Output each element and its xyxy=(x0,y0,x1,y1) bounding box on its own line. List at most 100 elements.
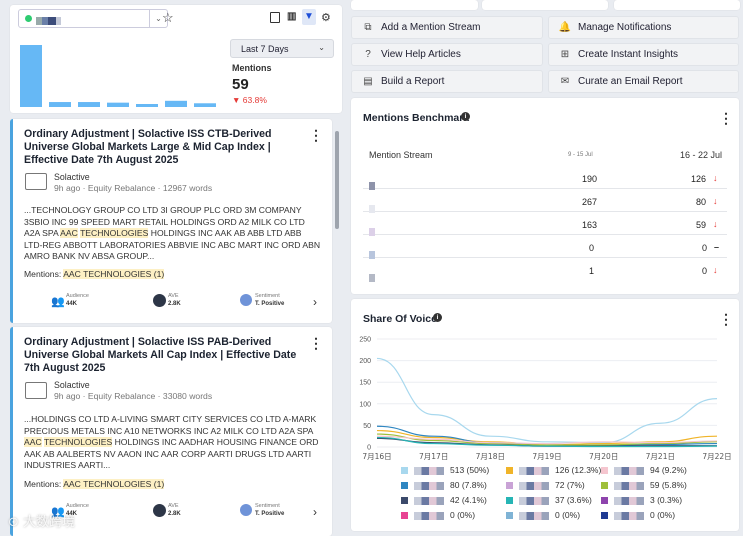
source-logo xyxy=(25,382,47,399)
y-tick-label: 100 xyxy=(359,401,371,408)
mention-tag[interactable]: AAC TECHNOLOGIES (1) xyxy=(63,479,165,489)
audience-icon: 👥 xyxy=(51,506,65,518)
series-line xyxy=(376,436,718,448)
share-of-voice-title: Share Of Voice xyxy=(363,313,437,325)
benchmark-title: Mentions Benchmark xyxy=(363,112,470,124)
chevron-right-icon[interactable]: › xyxy=(313,295,317,309)
scrollbar-thumb[interactable] xyxy=(335,131,339,229)
legend-swatch xyxy=(401,512,408,520)
legend-item[interactable]: 94 (9.2%) xyxy=(601,465,687,475)
top-card-partial xyxy=(614,0,740,10)
legend-value: 37 (3.6%) xyxy=(555,495,592,505)
legend-swatch xyxy=(601,497,608,505)
article-title[interactable]: Ordinary Adjustment | Solactive ISS CTB-… xyxy=(24,128,272,166)
grid-icon: ⊞ xyxy=(560,49,570,60)
legend-item[interactable]: 0 (0%) xyxy=(401,510,475,520)
benchmark-row: 267 80 ↓ xyxy=(363,189,727,213)
legend-item[interactable]: 0 (0%) xyxy=(601,510,675,520)
x-tick-label: 7月19日 xyxy=(532,452,561,461)
mini-bar xyxy=(78,102,100,107)
legend-item[interactable]: 126 (12.3%) xyxy=(506,465,601,475)
col-mention-stream: Mention Stream xyxy=(369,150,433,160)
stream-name-redacted xyxy=(414,511,444,520)
article-list[interactable]: Ordinary Adjustment | Solactive ISS CTB-… xyxy=(10,117,342,536)
audience-icon: 👥 xyxy=(51,296,65,308)
chart-icon[interactable]: ▥ xyxy=(287,11,297,22)
status-dot-icon xyxy=(25,15,32,22)
series-line xyxy=(376,433,718,446)
stream-name-redacted xyxy=(414,496,444,505)
chevron-down-icon: ⌄ xyxy=(318,43,325,52)
filter-icon[interactable]: ▼ xyxy=(302,9,316,25)
stream-select[interactable]: ⌄ xyxy=(18,9,168,28)
benchmark-row: 190 126 ↓ xyxy=(363,166,727,190)
stream-name-redacted xyxy=(519,511,549,520)
y-tick-label: 50 xyxy=(363,423,371,430)
top-card-partial xyxy=(482,0,608,10)
info-icon[interactable]: i xyxy=(433,313,442,322)
benchmark-row: 1 0 ↓ xyxy=(363,258,727,282)
series-line xyxy=(376,435,718,445)
share-of-voice-card: Share Of Voice i ⋮ 250 200 150 100 50 0 7月16日 7… xyxy=(351,299,739,531)
date-range-select[interactable]: Last 7 Days ⌄ xyxy=(230,39,334,58)
legend-value: 72 (7%) xyxy=(555,480,585,490)
stream-name-redacted xyxy=(614,511,644,520)
legend-value: 42 (4.1%) xyxy=(450,495,487,505)
ave-icon xyxy=(153,504,166,517)
source-logo xyxy=(25,173,47,190)
legend-item[interactable]: 37 (3.6%) xyxy=(506,495,592,505)
article-card[interactable]: Ordinary Adjustment | Solactive ISS CTB-… xyxy=(10,119,332,323)
legend-item[interactable]: 513 (50%) xyxy=(401,465,489,475)
settings-gear-icon[interactable]: ⚙ xyxy=(321,12,331,24)
more-options-icon[interactable]: ⋮ xyxy=(719,110,733,126)
share-of-voice-legend: 513 (50%) 126 (12.3%) 94 (9.2%) 80 (7.8%) 72… xyxy=(391,465,731,525)
mentions-row: Mentions: AAC TECHNOLOGIES (1) xyxy=(24,479,165,489)
legend-value: 3 (0.3%) xyxy=(650,495,683,505)
stream-name-redacted xyxy=(519,481,549,490)
y-tick-label: 200 xyxy=(359,358,371,365)
mini-bar xyxy=(165,100,187,107)
legend-swatch xyxy=(506,482,513,490)
stream-name-redacted xyxy=(519,496,549,505)
series-line xyxy=(376,357,718,444)
legend-item[interactable]: 0 (0%) xyxy=(506,510,580,520)
sentiment-icon xyxy=(240,504,252,516)
y-tick-label: 250 xyxy=(359,337,371,344)
col-previous-period: 9 - 15 Jul xyxy=(568,152,593,158)
create-instant-insights-button[interactable]: ⊞ Create Instant Insights xyxy=(548,43,739,66)
info-icon[interactable]: i xyxy=(461,112,470,121)
curate-email-report-button[interactable]: ✉ Curate an Email Report xyxy=(548,70,739,93)
legend-value: 0 (0%) xyxy=(450,510,476,520)
stream-name-redacted xyxy=(414,466,444,475)
mini-bar xyxy=(107,102,129,107)
article-title[interactable]: Ordinary Adjustment | Solactive ISS PAB-… xyxy=(24,336,297,374)
build-report-button[interactable]: ▤ Build a Report xyxy=(351,70,543,93)
article-card[interactable]: Ordinary Adjustment | Solactive ISS PAB-… xyxy=(10,327,332,536)
mentions-change: ▼ 63.8% xyxy=(232,95,267,105)
legend-item[interactable]: 72 (7%) xyxy=(506,480,585,490)
mention-tag[interactable]: AAC TECHNOLOGIES (1) xyxy=(63,269,165,279)
legend-item[interactable]: 59 (5.8%) xyxy=(601,480,687,490)
ave-icon xyxy=(153,294,166,307)
more-options-icon[interactable]: ⋮ xyxy=(309,335,323,351)
legend-value: 513 (50%) xyxy=(450,465,490,475)
legend-item[interactable]: 80 (7.8%) xyxy=(401,480,487,490)
legend-value: 94 (9.2%) xyxy=(650,465,687,475)
legend-item[interactable]: 42 (4.1%) xyxy=(401,495,487,505)
manage-notifications-button[interactable]: 🔔 Manage Notifications xyxy=(548,16,739,39)
more-options-icon[interactable]: ⋮ xyxy=(309,127,323,143)
view-help-articles-button[interactable]: ? View Help Articles xyxy=(351,43,543,66)
y-tick-label: 0 xyxy=(367,445,371,452)
export-icon[interactable] xyxy=(270,12,280,23)
legend-item[interactable]: 3 (0.3%) xyxy=(601,495,682,505)
chevron-right-icon[interactable]: › xyxy=(313,505,317,519)
x-tick-label: 7月22日 xyxy=(702,452,731,461)
stream-summary-card: ⌄ ☆ ▥ ▼ ⚙ Last 7 Days ⌄ Mentions 59 ▼ 63… xyxy=(10,5,342,113)
more-options-icon[interactable]: ⋮ xyxy=(719,311,733,327)
add-mention-stream-button[interactable]: ⧉ Add a Mention Stream xyxy=(351,16,543,39)
mentions-row: Mentions: AAC TECHNOLOGIES (1) xyxy=(24,269,165,279)
chevron-down-icon[interactable]: ⌄ xyxy=(149,10,167,27)
star-icon[interactable]: ☆ xyxy=(162,10,174,25)
article-source[interactable]: Solactive xyxy=(54,172,90,182)
article-source[interactable]: Solactive xyxy=(54,380,90,390)
